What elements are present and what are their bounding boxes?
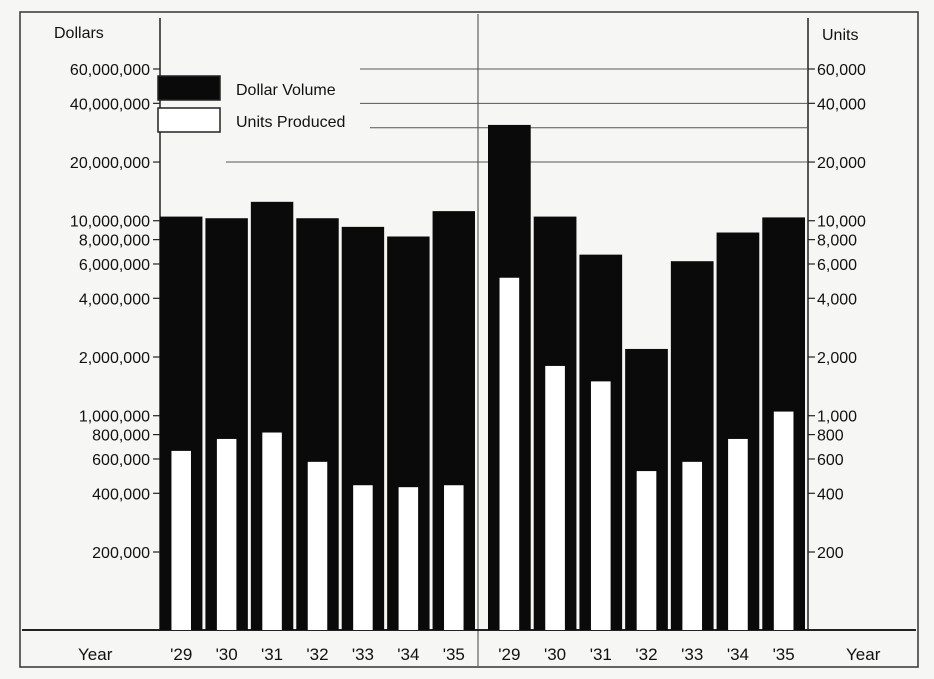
year-tick-label: '33 (352, 645, 374, 664)
right-tick-label: 600 (817, 452, 844, 469)
right-tick-label: 6,000 (817, 257, 857, 274)
legend: Dollar Volume Units Produced (157, 75, 345, 133)
right-tick-label: 60,000 (817, 62, 866, 79)
legend-swatch (157, 75, 221, 101)
axes-layer: 200,000 400,000 600,000 800,000 1,000,000 2,0… (70, 62, 866, 562)
year-tick-label: '29 (498, 645, 520, 664)
legend-label: Units Produced (236, 114, 345, 131)
left-tick-label: 20,000,000 (70, 155, 150, 172)
year-tick-label: '29 (170, 645, 192, 664)
year-tick-label: '30 (216, 645, 238, 664)
year-tick-label: '30 (544, 645, 566, 664)
left-tick-label: 200,000 (92, 545, 150, 562)
units-produced-bar (728, 438, 748, 630)
right-tick-label: 800 (817, 428, 844, 445)
right-tick-label: 400 (817, 486, 844, 503)
left-tick-label: 400,000 (92, 486, 150, 503)
units-produced-bar (499, 277, 520, 630)
left-axis-title: Dollars (54, 25, 104, 42)
left-tick-label: 1,000,000 (79, 409, 150, 426)
left-tick-label: 2,000,000 (79, 350, 150, 367)
units-produced-bar (353, 485, 373, 630)
year-tick-label: '35 (773, 645, 795, 664)
units-produced-bar (262, 432, 282, 630)
left-tick-label: 6,000,000 (79, 257, 150, 274)
year-tick-label: '31 (261, 645, 283, 664)
year-tick-label: '32 (306, 645, 328, 664)
units-produced-bar (398, 487, 419, 630)
right-tick-label: 1,000 (817, 409, 857, 426)
legend-swatch (157, 107, 221, 133)
units-produced-bar (444, 485, 464, 630)
year-tick-label: '35 (443, 645, 465, 664)
units-produced-bar (171, 450, 191, 630)
x-axis-label-left: Year (78, 645, 113, 664)
units-produced-bar (216, 438, 237, 630)
year-tick-label: '31 (590, 645, 612, 664)
x-axis-label-right: Year (846, 645, 881, 664)
right-tick-label: 40,000 (817, 96, 866, 113)
left-tick-label: 4,000,000 (79, 291, 150, 308)
units-produced-bar (636, 471, 657, 630)
right-tick-label: 20,000 (817, 155, 866, 172)
left-tick-label: 8,000,000 (79, 233, 150, 250)
left-tick-label: 10,000,000 (70, 214, 150, 231)
right-tick-label: 2,000 (817, 350, 857, 367)
left-tick-label: 60,000,000 (70, 62, 150, 79)
units-produced-bar (545, 365, 565, 630)
right-tick-label: 4,000 (817, 291, 857, 308)
year-tick-label: '33 (681, 645, 703, 664)
units-produced-bar (590, 381, 611, 630)
legend-label: Dollar Volume (236, 82, 336, 99)
bars-layer: '29 '30 '31 '32 '33 '34 '35 '29 '30 '31 '32 '33 '34 '… (160, 124, 805, 664)
year-tick-label: '34 (397, 645, 419, 664)
units-produced-bar (682, 461, 703, 630)
left-tick-label: 40,000,000 (70, 96, 150, 113)
units-produced-bar (773, 411, 794, 630)
units-produced-bar (307, 461, 328, 630)
right-tick-label: 10,000 (817, 214, 866, 231)
outer-frame (19, 11, 919, 668)
year-tick-label: '32 (635, 645, 657, 664)
right-tick-label: 8,000 (817, 233, 857, 250)
right-axis-title: Units (822, 27, 858, 44)
right-tick-label: 200 (817, 545, 844, 562)
left-tick-label: 600,000 (92, 452, 150, 469)
year-tick-label: '34 (727, 645, 749, 664)
left-tick-label: 800,000 (92, 428, 150, 445)
